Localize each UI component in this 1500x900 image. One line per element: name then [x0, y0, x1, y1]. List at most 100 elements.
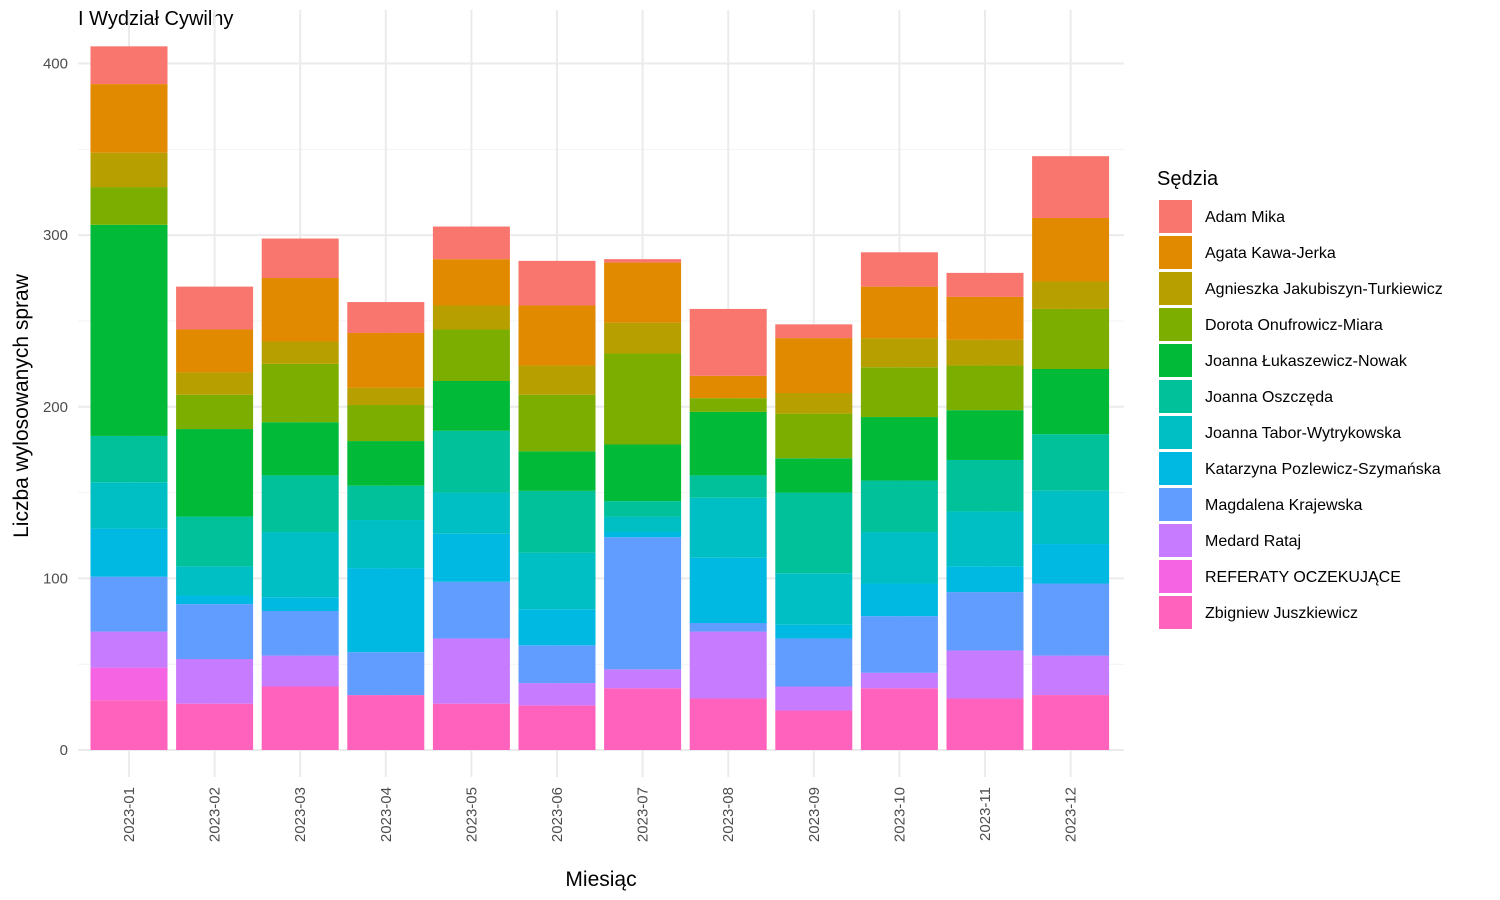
bar-segment [90, 224, 168, 436]
legend-swatch [1159, 524, 1192, 557]
bar-segment [946, 650, 1024, 699]
bar-segment [347, 695, 425, 750]
bar-segment [347, 652, 425, 696]
legend-label: REFERATY OCZEKUJĄCE [1205, 569, 1401, 586]
bar-segment [775, 638, 853, 687]
bar-segment [604, 688, 682, 750]
legend-label: Dorota Onufrowicz-Miara [1205, 317, 1383, 334]
legend-label: Adam Mika [1205, 209, 1285, 226]
bar-segment [946, 365, 1024, 411]
bar-segment [518, 609, 596, 646]
bar-segment [432, 305, 510, 330]
bar-segment [518, 552, 596, 610]
bar-segment [860, 480, 938, 533]
bar-segment [775, 686, 853, 711]
bar-segment [90, 435, 168, 483]
bar-segment [90, 482, 168, 529]
bar-segment [604, 444, 682, 502]
y-axis-ticks: 0 100 200 300 400 [43, 56, 68, 760]
x-axis-label: Miesiąc [565, 868, 636, 891]
bar-segment [775, 393, 853, 414]
legend-swatch [1159, 200, 1192, 233]
bar-segment [775, 492, 853, 574]
bar-segment [176, 429, 254, 517]
bar-segment [518, 260, 596, 306]
bar-segment [432, 581, 510, 639]
bar-segment [518, 394, 596, 452]
y-tick-label: 100 [43, 570, 68, 587]
y-tick-label: 200 [43, 399, 68, 416]
bar-segment [604, 259, 682, 263]
bar-segment [1032, 368, 1110, 435]
bar-segment [176, 595, 254, 605]
bar-segment [90, 152, 168, 188]
legend-swatch [1159, 236, 1192, 269]
legend-label: Medard Rataj [1205, 533, 1301, 550]
bar-segment [176, 659, 254, 704]
bar-segment [90, 528, 168, 577]
bar-segment [1032, 217, 1110, 282]
legend-swatch [1159, 560, 1192, 593]
bar-segment [518, 645, 596, 684]
bar-segment [261, 238, 339, 279]
legend-swatch [1159, 272, 1192, 305]
bar-segment [347, 520, 425, 569]
bar-segment [518, 705, 596, 750]
bar-segment [860, 286, 938, 339]
bar-segment [1032, 544, 1110, 584]
bar-segment [518, 490, 596, 553]
bar-segment [775, 338, 853, 394]
bar-segment [946, 592, 1024, 651]
legend-swatch [1159, 416, 1192, 449]
bar-segment [261, 686, 339, 750]
bar-segment [90, 631, 168, 668]
bar-segment [432, 381, 510, 431]
bar-segment [261, 655, 339, 687]
legend-swatch [1159, 488, 1192, 521]
bar-segment [347, 441, 425, 486]
x-tick-label: 2023-11 [977, 787, 994, 841]
bar-segment [90, 84, 168, 153]
bar-segment [775, 573, 853, 625]
x-tick-label: 2023-02 [207, 787, 224, 842]
bar-segment [261, 475, 339, 533]
bar-segment [604, 501, 682, 517]
bar-segment [689, 557, 767, 623]
bar-segment [775, 413, 853, 459]
bar-segment [860, 338, 938, 368]
legend-label: Katarzyna Pozlewicz-Szymańska [1205, 461, 1441, 478]
bar-segment [689, 375, 767, 399]
legend-swatch [1159, 344, 1192, 377]
legend-swatch [1159, 452, 1192, 485]
legend-swatch [1159, 380, 1192, 413]
legend: Sędzia Adam Mika Agata Kawa-Jerka Agnieszka… [1157, 168, 1443, 629]
bar-segment [176, 372, 254, 395]
bar-segment [176, 703, 254, 750]
bar-segment [946, 272, 1024, 297]
bar-segment [90, 187, 168, 225]
bar-segment [689, 475, 767, 498]
bar-segment [604, 537, 682, 670]
legend-label: Agata Kawa-Jerka [1205, 245, 1336, 262]
bar-segment [347, 302, 425, 333]
bar-segment [946, 410, 1024, 460]
legend-swatch [1159, 308, 1192, 341]
bar-segment [261, 278, 339, 342]
x-axis-ticks: 2023-01 2023-02 2023-03 2023-04 2023-05 2023-… [121, 787, 1080, 842]
bar-segment [604, 669, 682, 689]
bar-segment [689, 411, 767, 476]
bar-segment [518, 305, 596, 366]
bar-segment [432, 259, 510, 306]
bar-segment [432, 533, 510, 582]
bar-segment [176, 516, 254, 567]
bar-segment [518, 365, 596, 395]
bar-segment [860, 417, 938, 481]
legend-title: Sędzia [1157, 168, 1219, 190]
bar-segment [347, 485, 425, 521]
bar-segment [604, 322, 682, 354]
chart-title: I Wydział Cywilny [78, 8, 234, 30]
x-tick-label: 2023-12 [1063, 787, 1080, 842]
bar-segment [1032, 434, 1110, 491]
bar-segment [261, 532, 339, 598]
